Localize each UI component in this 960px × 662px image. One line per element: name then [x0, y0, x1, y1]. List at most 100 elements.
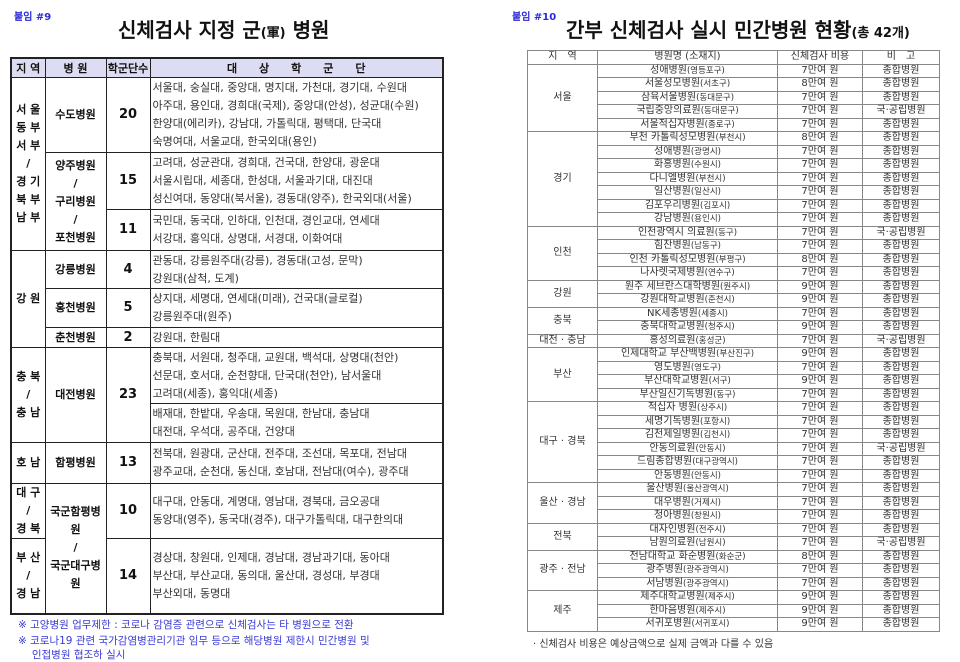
- hospital-name: 서울성모병원: [644, 78, 701, 90]
- hospital-name: 드림종합병원: [637, 456, 693, 468]
- hospital-name-cell: 인제대학교 부산백병원(부산진구): [597, 347, 778, 362]
- cost-cell: 9만여 원: [777, 347, 863, 362]
- cost-cell: 9만여 원: [777, 374, 863, 389]
- cost-cell: 7만여 원: [777, 185, 863, 200]
- remarks-cell: 국·공립병원: [862, 104, 940, 119]
- hospital-name-cell: 삼육서울병원(동대문구): [597, 90, 778, 105]
- hospital-cell: 춘천병원: [44, 327, 107, 348]
- hospital-name-cell: 인천광역시 의료원(동구): [597, 225, 778, 240]
- hospital-name: 안동의료원: [649, 442, 696, 454]
- hospital-location: (광주광역시): [683, 565, 729, 576]
- hospital-name: 힘찬병원: [654, 240, 691, 252]
- hospital-name: 부천 카톨릭성모병원: [629, 132, 716, 144]
- region-cell: 충북: [527, 306, 598, 335]
- remarks-cell: 종합병원: [862, 131, 940, 146]
- hospital-location: (화순군): [715, 551, 746, 562]
- remarks-cell: 종합병원: [862, 468, 940, 483]
- hospital-cell: 국군함평병원 / 국군대구병원: [44, 483, 107, 614]
- remarks-cell: 종합병원: [862, 387, 940, 402]
- hospital-name-cell: 화홍병원(수원시): [597, 158, 778, 173]
- hospital-name-cell: 청아병원(창원시): [597, 509, 778, 524]
- table-row: 국립중앙의료원(동대문구) 7만여 원 국·공립병원: [528, 104, 940, 119]
- hospital-name-cell: 안동병원(안동시): [597, 468, 778, 483]
- table-row: 경기 부천 카톨릭성모병원(부천시) 8만여 원 종합병원: [527, 131, 940, 227]
- unit-count-cell: 13: [105, 442, 151, 484]
- table-row: 강원 원주 세브란스대학병원(원주시) 9만여 원 종합병원: [527, 279, 940, 308]
- remarks-cell: 종합병원: [862, 158, 940, 173]
- table-row: 서울 성애병원(영등포구) 7만여 원 종합병원: [527, 63, 940, 132]
- hospital-name: 충북대학교병원: [640, 321, 705, 333]
- table-row: 대구 · 경북 적십자 병원(상주시) 7만여 원 종합병원: [527, 401, 940, 483]
- hospital-name-cell: 서울적십자병원(종로구): [597, 117, 778, 132]
- hospital-name-cell: 원주 세브란스대학병원(원주시): [597, 279, 778, 294]
- region-cell: 부 산 / 경 남: [10, 538, 46, 614]
- cost-cell: 7만여 원: [777, 306, 863, 321]
- hospital-cell: 양주병원 / 구리병원 / 포천병원: [44, 152, 107, 251]
- hospital-cell: 대전병원: [44, 347, 107, 443]
- table-row: 광주병원(광주광역시) 7만여 원 종합병원: [528, 563, 940, 578]
- cost-cell: 9만여 원: [777, 320, 863, 335]
- attachment-label-9: 붙임 #9: [14, 12, 52, 23]
- hospital-location: (부천시): [695, 173, 726, 184]
- remarks-cell: 종합병원: [862, 428, 940, 443]
- remarks-cell: 종합병원: [862, 563, 940, 578]
- cost-cell: 7만여 원: [777, 360, 863, 375]
- title-tail: 병원: [285, 18, 330, 42]
- schools-cell: 강원대, 한림대: [149, 327, 444, 348]
- hospital-location: (창원시): [690, 511, 721, 522]
- table-row: 부산대학교병원(서구) 9만여 원 종합병원: [528, 374, 940, 389]
- left-page-title: 신체검사 지정 군(軍) 병원: [118, 14, 329, 43]
- cost-cell: 7만여 원: [777, 266, 863, 281]
- hospital-cell: 함평병원: [44, 442, 107, 484]
- private-hospital-table: 지 역 병원명 (소재지) 신체검사 비용 비 고 서울 성애병원(영등포구) 7만…: [527, 50, 940, 632]
- table-row: 부산 인제대학교 부산백병원(부산진구) 9만여 원 종합병원: [527, 347, 940, 402]
- hospital-location: (원주시): [720, 281, 751, 292]
- hospital-name-cell: 부산일신기독병원(동구): [597, 387, 778, 402]
- title-text: 신체검사 지정 군: [118, 18, 261, 42]
- hospital-name-cell: 다니엘병원(부천시): [597, 171, 778, 186]
- hospital-location: (울산광역시): [683, 484, 729, 495]
- cost-cell: 7만여 원: [777, 63, 863, 78]
- hospital-location: (남동구): [690, 241, 721, 252]
- table-row: 광주 · 전남 전남대학교 화순병원(화순군) 8만여 원 종합병원: [527, 549, 940, 591]
- table-row: 강 원 강릉병원 4 관동대, 강릉원주대(강릉), 경동대(고성, 문막) 강원대(…: [10, 250, 444, 348]
- cost-cell: 7만여 원: [777, 414, 863, 429]
- cost-cell: 7만여 원: [777, 455, 863, 470]
- hospital-name-cell: 세명기독병원(포항시): [597, 414, 778, 429]
- hospital-name-cell: 서남병원(광주광역시): [597, 576, 778, 591]
- table-row: 홍천병원 5 상지대, 세명대, 연세대(미래), 건국대(글로컬) 강릉원주대(원…: [11, 288, 444, 328]
- table-row: 배재대, 한밭대, 우송대, 목원대, 한남대, 충남대 대전대, 우석대, 공…: [11, 403, 444, 443]
- region-cell: 경기: [527, 131, 598, 227]
- hospital-name: 울산병원: [646, 483, 684, 495]
- table-row: 서귀포병원(서귀포시) 9만여 원 종합병원: [528, 617, 940, 632]
- cost-cell: 7만여 원: [777, 171, 863, 186]
- region-cell: 울산 · 경남: [527, 482, 598, 524]
- table-row: 양주병원 / 구리병원 / 포천병원 15 고려대, 성균관대, 경희대, 건국대,…: [11, 152, 444, 251]
- table-header-row: 지 역 병원명 (소재지) 신체검사 비용 비 고: [527, 50, 940, 65]
- hospital-name-cell: 강남병원(용인시): [597, 212, 778, 227]
- region-cell: 대전 · 충남: [527, 333, 598, 348]
- header-remarks: 비 고: [862, 50, 940, 65]
- hospital-name: 부산대학교병원: [644, 375, 709, 387]
- table-row: 안동의료원(안동시) 7만여 원 국·공립병원: [528, 441, 940, 456]
- hospital-name-cell: 서귀포병원(서귀포시): [597, 617, 778, 632]
- table-row: 충북 NK세종병원(세종시) 7만여 원 종합병원: [527, 306, 940, 335]
- table-row: 대우병원(거제시) 7만여 원 종합병원: [528, 495, 940, 510]
- table-row: 청아병원(창원시) 7만여 원 종합병원: [528, 509, 940, 524]
- hospital-name: 강원대학교병원: [640, 294, 705, 306]
- hospital-location: (상주시): [697, 403, 728, 414]
- hospital-location: (남원시): [695, 538, 726, 549]
- table-row: 충북대학교병원(청주시) 9만여 원 종합병원: [528, 320, 940, 335]
- hospital-name: 국립중앙의료원: [636, 105, 701, 117]
- unit-count-cell: 2: [105, 327, 151, 348]
- schools-cell: 경상대, 창원대, 인제대, 경남대, 경남과기대, 동아대 부산대, 부산교대…: [149, 538, 444, 614]
- hospital-name-cell: 국립중앙의료원(동대문구): [597, 104, 778, 119]
- cost-cell: 7만여 원: [777, 509, 863, 524]
- region-cell: 인천: [527, 225, 598, 281]
- remarks-cell: 종합병원: [862, 576, 940, 591]
- cost-cell: 8만여 원: [777, 77, 863, 92]
- hospital-name: 강남병원: [654, 213, 691, 225]
- cost-cell: 7만여 원: [777, 387, 863, 402]
- hospital-name-cell: 강원대학교병원(춘천시): [597, 293, 778, 308]
- table-row: 일산병원(일산시) 7만여 원 종합병원: [528, 185, 940, 200]
